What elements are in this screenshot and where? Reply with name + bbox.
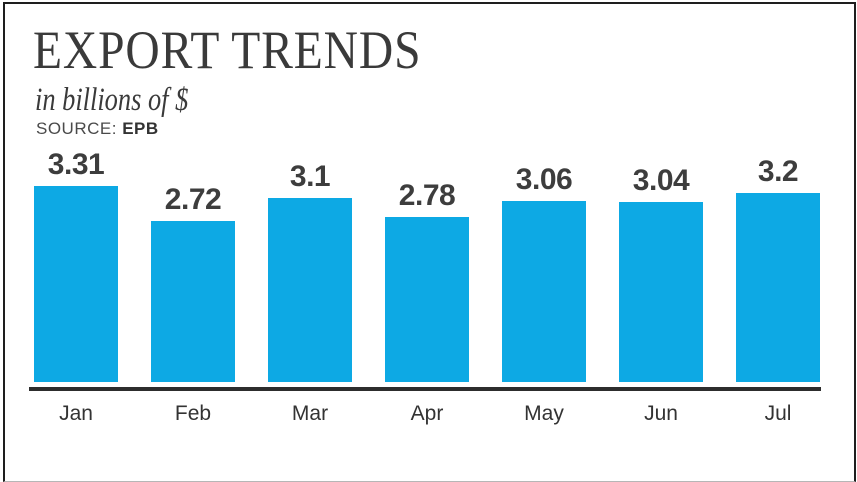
chart-title: EXPORT TRENDS — [33, 20, 422, 80]
bar-may — [502, 201, 586, 382]
x-axis-tick-label: Mar — [291, 402, 329, 425]
bar-value-label: 3.06 — [515, 163, 573, 196]
bar-value-label: 3.2 — [757, 155, 799, 188]
x-axis-tick-label: Jul — [764, 402, 792, 425]
bar-feb — [151, 221, 235, 382]
x-axis-tick-label: May — [524, 402, 564, 425]
x-axis-tick-label: Feb — [174, 402, 212, 425]
bar-jan — [34, 186, 118, 382]
bar-value-label: 3.04 — [632, 164, 690, 197]
x-axis-tick-label: Apr — [410, 402, 444, 425]
bar-value-label: 2.72 — [164, 183, 222, 216]
x-axis-line — [29, 387, 821, 391]
bar-value-label: 3.1 — [289, 160, 331, 193]
bar-apr — [385, 217, 469, 382]
source-value: EPB — [122, 119, 159, 138]
bar-jun — [619, 202, 703, 382]
chart-source: SOURCE: EPB — [36, 120, 159, 138]
x-axis-tick-label: Jan — [59, 402, 93, 425]
chart-subtitle: in billions of $ — [35, 82, 189, 118]
bar-value-label: 2.78 — [398, 179, 456, 212]
x-axis-tick-label: Jun — [644, 402, 678, 425]
bar-jul — [736, 193, 820, 382]
bar-value-label: 3.31 — [47, 148, 105, 181]
source-label: SOURCE: — [36, 119, 117, 138]
bar-mar — [268, 198, 352, 382]
